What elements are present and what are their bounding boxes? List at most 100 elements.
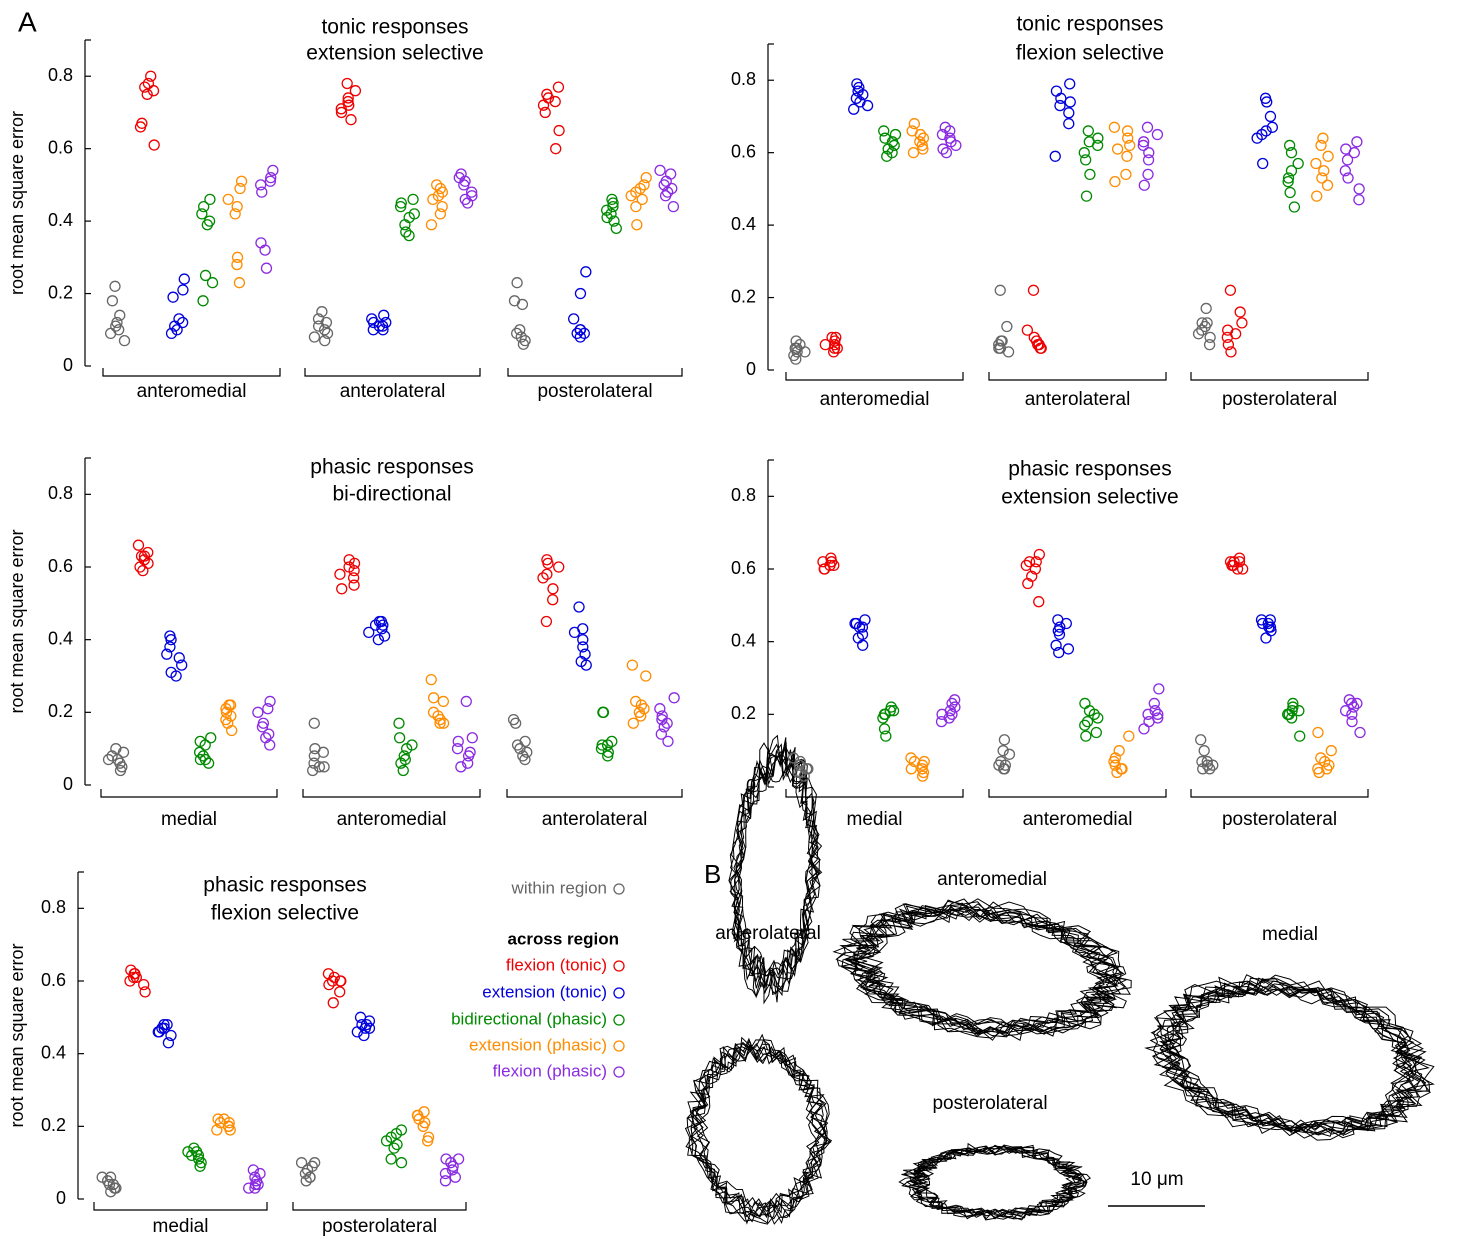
cell-outline xyxy=(852,905,1111,1034)
data-point xyxy=(1092,132,1104,144)
data-point xyxy=(425,673,437,686)
cell-outline xyxy=(846,905,1112,1033)
data-point xyxy=(1063,118,1075,130)
data-point xyxy=(1124,139,1136,152)
data-point xyxy=(128,968,140,980)
data-point xyxy=(1001,320,1013,333)
data-point xyxy=(427,706,440,718)
legend-label: extension (phasic) xyxy=(469,1035,607,1054)
data-point xyxy=(1064,78,1076,90)
data-point xyxy=(427,193,439,206)
data-point xyxy=(519,735,531,748)
data-point xyxy=(908,118,921,130)
data-point xyxy=(255,179,267,191)
data-point xyxy=(403,229,415,242)
data-point xyxy=(197,295,209,307)
data-point xyxy=(539,106,551,119)
data-point xyxy=(937,143,949,155)
data-point xyxy=(1084,168,1096,181)
data-point xyxy=(788,349,800,362)
data-point xyxy=(434,182,447,195)
region-bracket xyxy=(100,789,278,798)
data-point xyxy=(118,334,131,347)
data-point xyxy=(1233,556,1246,568)
data-point xyxy=(1026,570,1038,582)
data-point xyxy=(141,88,153,100)
x-category-label: posterolateral xyxy=(1222,809,1337,830)
data-point xyxy=(256,186,268,198)
y-tick-label: 0 xyxy=(63,774,73,794)
data-point xyxy=(112,753,124,766)
data-point xyxy=(818,563,830,575)
data-point xyxy=(406,739,418,751)
cell-outline xyxy=(692,1042,825,1218)
data-point xyxy=(102,753,115,766)
data-point xyxy=(552,81,565,93)
data-point xyxy=(1287,697,1299,710)
data-point xyxy=(1225,346,1237,358)
y-tick-label: 0.2 xyxy=(41,1115,66,1135)
data-point xyxy=(994,284,1006,296)
data-point xyxy=(906,125,918,137)
panel-label: A xyxy=(18,6,37,37)
chart-title: tonic responses xyxy=(321,16,468,39)
data-point xyxy=(234,182,246,195)
data-point xyxy=(197,750,209,762)
y-tick-label: 0.4 xyxy=(48,210,73,230)
data-point xyxy=(113,324,125,336)
data-point xyxy=(553,124,565,137)
x-category-label: anterolateral xyxy=(1025,389,1131,410)
data-point xyxy=(1346,708,1358,720)
panel-label: B xyxy=(704,859,721,889)
data-point xyxy=(434,717,446,729)
chart-subtitle: extension selective xyxy=(1001,486,1178,509)
region-bracket xyxy=(93,1202,268,1211)
cell-outline xyxy=(841,898,1122,1037)
data-point xyxy=(431,179,443,191)
data-point xyxy=(508,295,521,307)
data-point xyxy=(995,755,1007,768)
data-point xyxy=(1138,136,1150,148)
data-point xyxy=(1317,132,1329,144)
x-category-label: anteromedial xyxy=(820,389,930,410)
data-point xyxy=(635,699,648,711)
data-point xyxy=(178,273,190,285)
data-point xyxy=(263,728,275,740)
data-point xyxy=(1234,306,1246,318)
data-point xyxy=(162,1037,175,1049)
data-point xyxy=(327,997,339,1009)
y-tick-label: 0.6 xyxy=(48,137,73,157)
data-point xyxy=(1346,715,1358,728)
data-point xyxy=(334,986,346,998)
data-point xyxy=(158,1018,170,1031)
data-point xyxy=(944,132,956,144)
legend-marker xyxy=(613,1066,625,1078)
data-point xyxy=(1283,139,1296,152)
data-point xyxy=(318,761,330,773)
data-point xyxy=(794,755,806,768)
data-point xyxy=(446,1164,459,1176)
data-point xyxy=(549,95,561,108)
data-point xyxy=(1288,201,1301,213)
data-point xyxy=(517,750,529,762)
data-point xyxy=(142,546,154,559)
data-point xyxy=(397,764,409,777)
cell-outline xyxy=(911,1146,1082,1218)
data-point xyxy=(946,697,958,710)
region-bracket xyxy=(102,368,281,377)
data-point xyxy=(626,659,639,671)
data-point xyxy=(658,721,670,733)
data-point xyxy=(307,764,319,777)
data-point xyxy=(152,1026,164,1038)
data-point xyxy=(878,723,891,735)
cell-outline xyxy=(1164,977,1414,1141)
data-point xyxy=(262,703,274,715)
data-point xyxy=(1080,190,1093,202)
data-point xyxy=(1121,150,1133,162)
data-point xyxy=(177,284,189,296)
data-point xyxy=(425,219,438,231)
data-point xyxy=(395,1157,408,1169)
data-point xyxy=(654,703,666,715)
y-tick-label: 0 xyxy=(56,1188,66,1208)
data-point xyxy=(229,208,241,220)
